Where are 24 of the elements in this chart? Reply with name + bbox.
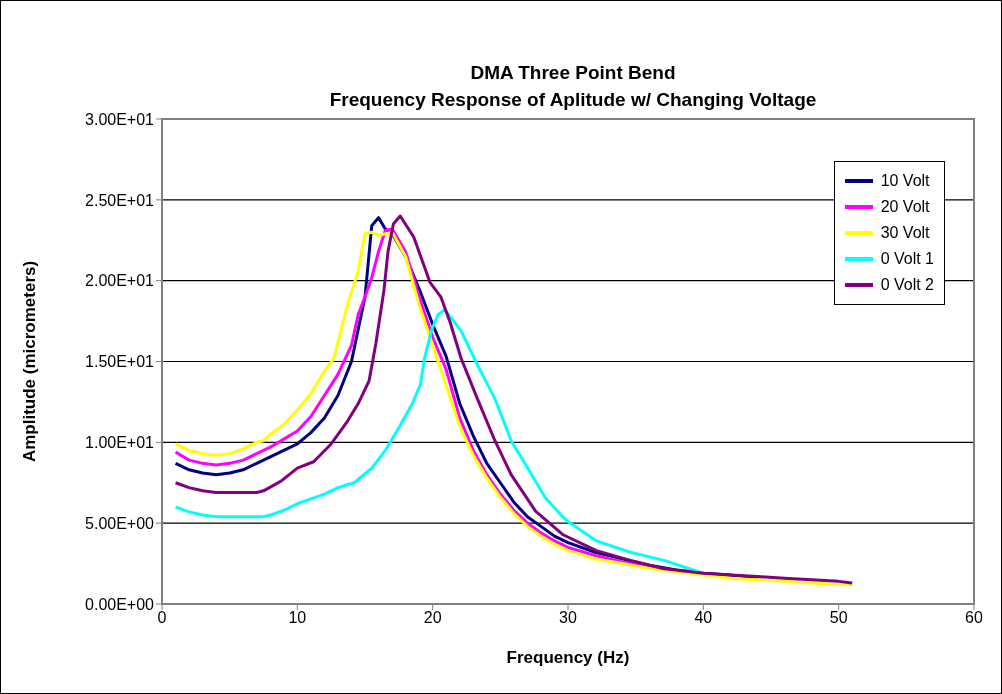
y-tick-label: 2.00E+01 (85, 272, 155, 290)
x-tick-label: 40 (694, 609, 713, 627)
legend-label: 0 Volt 2 (880, 275, 934, 295)
x-tick-label: 20 (423, 609, 442, 627)
x-tick-label: 50 (829, 609, 848, 627)
y-tick-label: 2.50E+01 (85, 191, 155, 209)
chart-title: DMA Three Point Bend (469, 61, 677, 85)
x-tick-label: 30 (559, 609, 577, 627)
y-tick-label: 3.00E+01 (85, 110, 155, 128)
x-tick-label: 0 (157, 609, 167, 627)
chart-subtitle: Frequency Response of Aplitude w/ Changing Voltage (328, 88, 818, 112)
legend-label: 20 Volt (880, 197, 930, 217)
legend-label: 30 Volt (880, 223, 930, 243)
y-axis-title: Amplitude (micrometers) (20, 260, 40, 463)
line-series (174, 308, 705, 575)
x-tick-label: 60 (965, 609, 983, 627)
legend-label: 0 Volt 1 (880, 249, 934, 269)
y-tick-label: 0.00E+00 (85, 595, 155, 613)
y-tick-label: 5.00E+00 (85, 514, 155, 532)
legend-label: 10 Volt (880, 171, 930, 191)
y-tick-label: 1.50E+01 (85, 353, 155, 371)
x-tick-label: 10 (288, 609, 307, 627)
y-tick-label: 1.00E+01 (85, 434, 155, 452)
x-axis-title: Frequency (Hz) (506, 648, 630, 667)
